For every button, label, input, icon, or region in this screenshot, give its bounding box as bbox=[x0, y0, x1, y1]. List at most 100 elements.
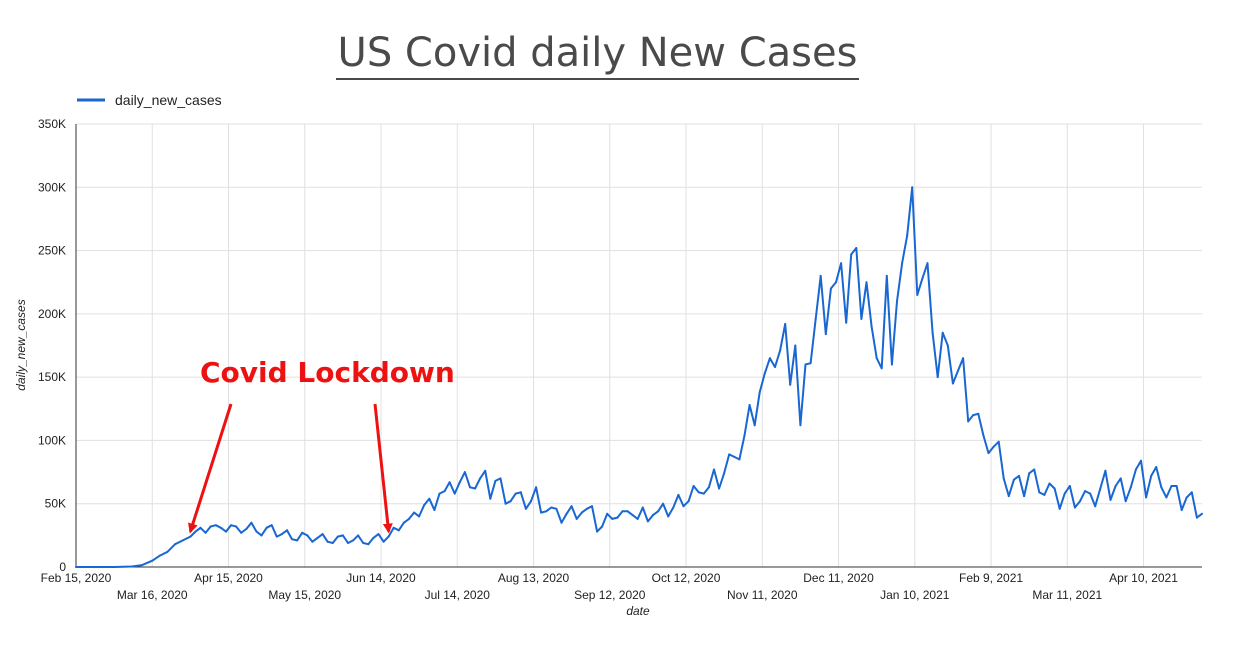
data-point bbox=[372, 536, 375, 539]
data-point bbox=[606, 512, 609, 515]
data-point bbox=[809, 362, 812, 365]
annotation-label: Covid Lockdown bbox=[200, 356, 455, 389]
data-point bbox=[850, 253, 853, 256]
data-point bbox=[702, 492, 705, 495]
data-point bbox=[926, 262, 929, 265]
legend-label: daily_new_cases bbox=[115, 92, 222, 108]
data-point bbox=[885, 274, 888, 277]
data-point bbox=[890, 363, 893, 366]
data-point bbox=[865, 281, 868, 284]
data-point bbox=[1170, 485, 1173, 487]
data-point bbox=[524, 507, 527, 510]
x-axis-ticks: Feb 15, 2020 Mar 16, 2020 Apr 15, 2020 May … bbox=[41, 571, 1179, 602]
data-point bbox=[367, 543, 370, 546]
data-point bbox=[1109, 498, 1112, 501]
data-point bbox=[362, 542, 365, 544]
data-point bbox=[489, 497, 492, 500]
data-point bbox=[474, 487, 477, 490]
data-point bbox=[565, 512, 568, 515]
data-point bbox=[972, 414, 975, 417]
chart-legend[interactable]: daily_new_cases bbox=[77, 92, 222, 108]
data-point bbox=[316, 536, 319, 539]
data-point bbox=[402, 521, 405, 524]
data-point bbox=[570, 505, 573, 508]
data-point bbox=[225, 530, 227, 533]
data-point bbox=[291, 538, 293, 541]
data-point bbox=[151, 559, 154, 562]
data-point bbox=[977, 412, 980, 415]
data-point bbox=[804, 363, 807, 366]
data-point bbox=[799, 424, 802, 427]
data-point bbox=[784, 323, 787, 325]
x-axis-title: date bbox=[626, 604, 650, 618]
data-point bbox=[636, 517, 639, 520]
chart-grid bbox=[75, 123, 1202, 568]
data-point bbox=[1124, 500, 1127, 503]
data-point bbox=[682, 505, 685, 508]
data-point bbox=[962, 357, 965, 360]
data-point bbox=[199, 526, 202, 529]
data-point bbox=[896, 300, 898, 303]
data-point bbox=[697, 491, 700, 494]
data-point bbox=[504, 502, 507, 505]
data-point bbox=[1165, 496, 1168, 499]
y-tick-label: 200K bbox=[38, 307, 66, 321]
data-point bbox=[560, 521, 563, 524]
data-point bbox=[1114, 485, 1117, 487]
data-point bbox=[1018, 474, 1020, 477]
data-point bbox=[423, 504, 426, 506]
data-point bbox=[1033, 468, 1036, 471]
data-point bbox=[347, 542, 349, 544]
data-point bbox=[387, 535, 390, 538]
x-tick-label: Mar 16, 2020 bbox=[117, 588, 188, 602]
data-point bbox=[723, 472, 726, 475]
data-point bbox=[158, 554, 161, 557]
data-point bbox=[214, 524, 217, 527]
data-point bbox=[245, 528, 248, 530]
data-point bbox=[845, 321, 848, 324]
data-point bbox=[433, 509, 436, 511]
data-point bbox=[166, 550, 169, 553]
data-point bbox=[336, 535, 339, 538]
data-point bbox=[555, 507, 558, 510]
data-point bbox=[514, 492, 517, 495]
data-point bbox=[1201, 512, 1203, 515]
data-point bbox=[301, 531, 304, 534]
data-point bbox=[499, 477, 502, 480]
data-point bbox=[113, 566, 116, 568]
x-tick-label: Mar 11, 2021 bbox=[1032, 588, 1102, 602]
y-tick-label: 100K bbox=[38, 433, 66, 447]
data-point bbox=[748, 404, 751, 406]
data-point bbox=[392, 526, 395, 529]
y-tick-label: 150K bbox=[38, 370, 66, 384]
data-point bbox=[789, 383, 792, 386]
data-point bbox=[1180, 509, 1183, 511]
data-point bbox=[1129, 486, 1132, 489]
data-point bbox=[728, 453, 731, 456]
x-tick-label: Jul 14, 2020 bbox=[425, 588, 491, 602]
data-point bbox=[616, 516, 619, 519]
x-tick-label: Apr 10, 2021 bbox=[1109, 571, 1178, 585]
data-point bbox=[535, 486, 538, 489]
data-point bbox=[916, 293, 919, 296]
data-point bbox=[1038, 491, 1041, 494]
data-point bbox=[1175, 485, 1178, 487]
data-point bbox=[270, 524, 273, 527]
data-point bbox=[941, 331, 944, 334]
data-point bbox=[1185, 496, 1188, 499]
data-point bbox=[667, 515, 670, 518]
data-point bbox=[75, 566, 77, 568]
data-point bbox=[275, 535, 278, 538]
data-point bbox=[519, 491, 522, 494]
data-point bbox=[951, 382, 954, 385]
data-point bbox=[1140, 459, 1142, 462]
data-point bbox=[306, 534, 309, 537]
data-point bbox=[1012, 478, 1015, 481]
data-point bbox=[530, 500, 532, 503]
data-point bbox=[1023, 495, 1026, 498]
data-point bbox=[458, 481, 461, 484]
data-point bbox=[1145, 496, 1148, 499]
data-point bbox=[855, 247, 858, 249]
data-point bbox=[265, 526, 268, 529]
data-point bbox=[987, 452, 990, 455]
